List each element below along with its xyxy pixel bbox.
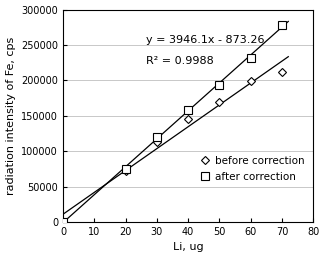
X-axis label: Li, ug: Li, ug <box>173 243 203 252</box>
after correction <box>61 221 65 224</box>
after correction <box>280 23 284 27</box>
before correction <box>249 79 253 83</box>
after correction <box>217 83 221 86</box>
after correction <box>155 135 159 139</box>
Legend: before correction, after correction: before correction, after correction <box>196 152 308 185</box>
before correction <box>155 140 159 143</box>
before correction <box>217 100 221 103</box>
Y-axis label: radiation intensity of Fe, cps: radiation intensity of Fe, cps <box>6 37 16 195</box>
Line: before correction: before correction <box>60 69 285 225</box>
Line: after correction: after correction <box>59 21 286 226</box>
before correction <box>61 221 65 224</box>
before correction <box>124 170 127 173</box>
after correction <box>186 109 190 112</box>
after correction <box>124 167 127 171</box>
Text: y = 3946.1x - 873.26: y = 3946.1x - 873.26 <box>146 35 264 45</box>
before correction <box>186 118 190 121</box>
before correction <box>280 70 284 74</box>
Text: R² = 0.9988: R² = 0.9988 <box>146 56 213 66</box>
after correction <box>249 57 253 60</box>
